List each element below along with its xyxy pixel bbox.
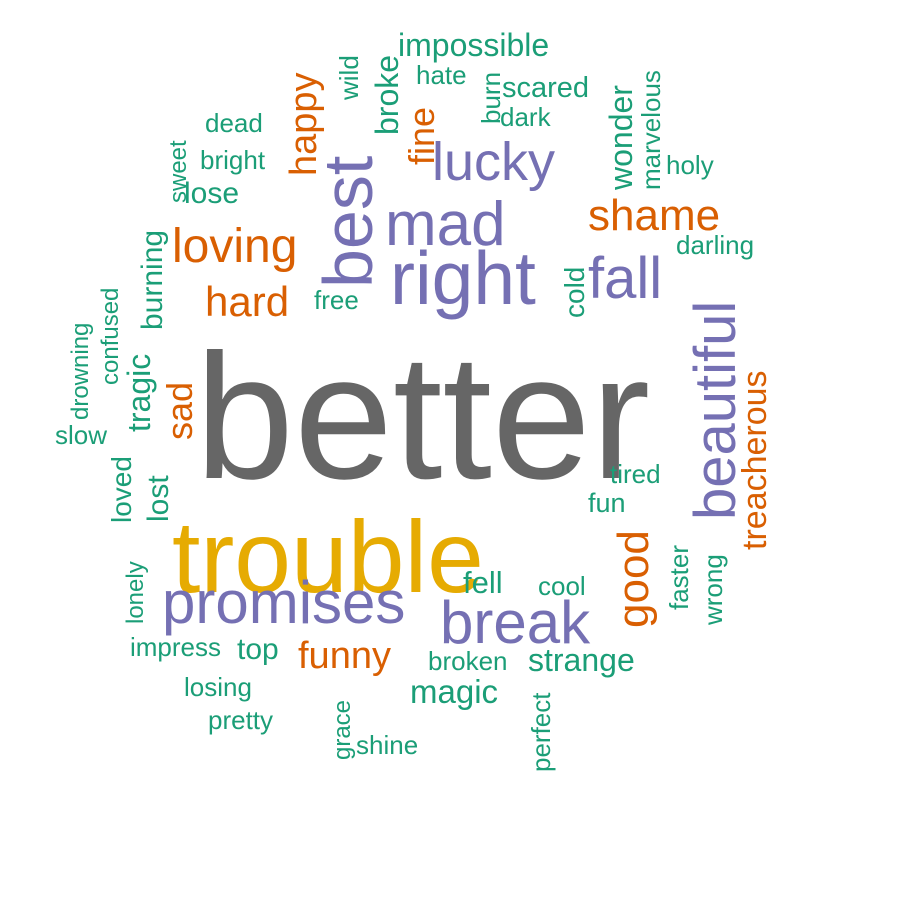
word-darling: darling	[676, 230, 754, 260]
word-good: good	[609, 530, 658, 628]
word-dark: dark	[500, 102, 552, 132]
word-strange: strange	[528, 642, 635, 678]
word-sad: sad	[159, 382, 200, 440]
word-fun: fun	[588, 488, 626, 518]
word-dead: dead	[205, 108, 263, 138]
word-right: right	[390, 236, 536, 320]
word-hate: hate	[416, 60, 467, 90]
word-grace: grace	[329, 700, 356, 760]
word-lost: lost	[142, 475, 175, 522]
word-losing: losing	[184, 672, 252, 702]
word-marvelous: marvelous	[636, 70, 666, 190]
word-shine: shine	[356, 730, 418, 760]
word-burn: burn	[476, 72, 506, 124]
word-wild: wild	[334, 55, 364, 101]
word-burning: burning	[136, 230, 169, 330]
word-fine: fine	[401, 107, 442, 165]
word-promises: promises	[162, 569, 405, 636]
word-broke: broke	[369, 55, 405, 135]
word-top: top	[237, 633, 279, 666]
word-happy: happy	[283, 72, 325, 176]
word-fall: fall	[588, 246, 662, 311]
word-break: break	[440, 589, 591, 656]
word-mad: mad	[385, 190, 506, 259]
word-free: free	[314, 285, 359, 315]
word-loved: loved	[106, 456, 137, 523]
word-lonely: lonely	[122, 561, 149, 624]
word-perfect: perfect	[526, 692, 556, 772]
word-sweet: sweet	[165, 140, 192, 203]
word-wonder: wonder	[603, 85, 639, 191]
word-lucky: lucky	[432, 132, 555, 192]
word-wrong: wrong	[698, 554, 728, 626]
word-faster: faster	[664, 545, 694, 610]
word-slow: slow	[55, 420, 107, 450]
word-treacherous: treacherous	[736, 370, 774, 550]
word-pretty: pretty	[208, 705, 273, 735]
word-funny: funny	[298, 635, 391, 677]
word-holy: holy	[666, 150, 714, 180]
word-hard: hard	[205, 278, 289, 325]
word-loving: loving	[172, 220, 297, 273]
word-cold: cold	[559, 267, 590, 318]
word-beautiful: beautiful	[683, 301, 748, 520]
word-drowning: drowning	[67, 323, 94, 420]
word-impossible: impossible	[398, 27, 549, 63]
word-magic: magic	[410, 673, 498, 710]
word-cool: cool	[538, 571, 586, 601]
word-broken: broken	[428, 646, 508, 676]
word-impress: impress	[130, 632, 221, 662]
word-shame: shame	[588, 191, 720, 240]
word-tragic: tragic	[121, 354, 157, 432]
word-better: better	[195, 317, 650, 516]
word-fell: fell	[463, 565, 503, 600]
word-bright: bright	[200, 145, 266, 175]
word-lose: lose	[184, 177, 239, 210]
word-trouble: trouble	[172, 500, 484, 614]
word-best: best	[309, 156, 387, 288]
word-confused: confused	[97, 288, 124, 385]
word-scared: scared	[502, 72, 589, 104]
word-tired: tired	[610, 459, 661, 489]
